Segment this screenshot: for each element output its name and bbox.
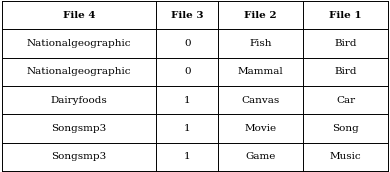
- Text: Bird: Bird: [334, 67, 357, 76]
- Text: Dairyfoods: Dairyfoods: [51, 96, 108, 105]
- Text: Songsmp3: Songsmp3: [51, 124, 107, 133]
- Text: File 2: File 2: [244, 10, 277, 20]
- Text: Bird: Bird: [334, 39, 357, 48]
- Text: File 4: File 4: [63, 10, 96, 20]
- Text: 1: 1: [184, 96, 191, 105]
- Text: 0: 0: [184, 39, 191, 48]
- Text: Fish: Fish: [249, 39, 272, 48]
- Text: Movie: Movie: [245, 124, 277, 133]
- Text: 1: 1: [184, 152, 191, 162]
- Text: File 1: File 1: [329, 10, 362, 20]
- Text: File 3: File 3: [171, 10, 204, 20]
- Text: Car: Car: [336, 96, 355, 105]
- Text: Nationalgeographic: Nationalgeographic: [27, 39, 131, 48]
- Text: Mammal: Mammal: [238, 67, 284, 76]
- Text: 1: 1: [184, 124, 191, 133]
- Text: Song: Song: [332, 124, 359, 133]
- Text: Nationalgeographic: Nationalgeographic: [27, 67, 131, 76]
- Text: 0: 0: [184, 67, 191, 76]
- Text: Music: Music: [330, 152, 362, 162]
- Text: Canvas: Canvas: [241, 96, 280, 105]
- Text: Game: Game: [245, 152, 276, 162]
- Text: Songsmp3: Songsmp3: [51, 152, 107, 162]
